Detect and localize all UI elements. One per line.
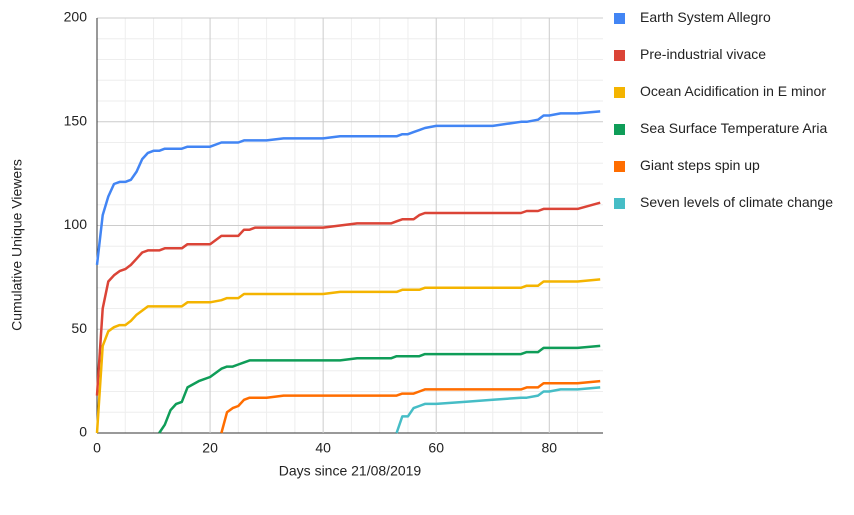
legend-line: Giant steps spin up (640, 157, 760, 173)
legend-swatch (614, 87, 625, 98)
legend-label: Sea Surface Temperature Aria (640, 120, 828, 136)
legend-label: Giant steps spin up (640, 157, 760, 173)
legend-swatch (614, 198, 625, 209)
series-line (95, 278, 601, 434)
legend-line: Earth System Allegro (640, 9, 771, 25)
legend-line: Ocean Acidification in E minor (640, 83, 826, 99)
x-axis-label: Days since 21/08/2019 (279, 463, 422, 479)
legend-line: Pre-industrial vivace (640, 46, 766, 62)
legend-label: Pre-industrial vivace (640, 46, 766, 62)
y-tick-label: 200 (64, 9, 88, 25)
x-tick-label: 40 (315, 440, 331, 456)
x-tick-label: 60 (428, 440, 444, 456)
y-tick-label: 50 (71, 320, 87, 336)
x-tick-label: 0 (93, 440, 101, 456)
series-line (95, 201, 601, 396)
legend-swatch (614, 50, 625, 61)
legend-line: Sea Surface Temperature Aria (640, 120, 828, 136)
series-line (95, 110, 601, 266)
series-line (220, 379, 601, 434)
series-line (158, 344, 601, 434)
x-tick-label: 80 (542, 440, 558, 456)
y-axis-label: Cumulative Unique Viewers (9, 159, 25, 331)
legend-line: Seven levels of climate change (640, 194, 833, 210)
series-line (395, 386, 601, 434)
legend-swatch (614, 161, 625, 172)
y-tick-label: 150 (64, 112, 88, 128)
y-tick-label: 0 (79, 424, 87, 440)
x-tick-label: 20 (202, 440, 218, 456)
legend-label: Seven levels of climate change (640, 194, 833, 210)
legend-swatch (614, 124, 625, 135)
legend-label: Ocean Acidification in E minor (640, 83, 826, 99)
y-tick-label: 100 (64, 216, 88, 232)
legend-swatch (614, 13, 625, 24)
legend-label: Earth System Allegro (640, 9, 771, 25)
